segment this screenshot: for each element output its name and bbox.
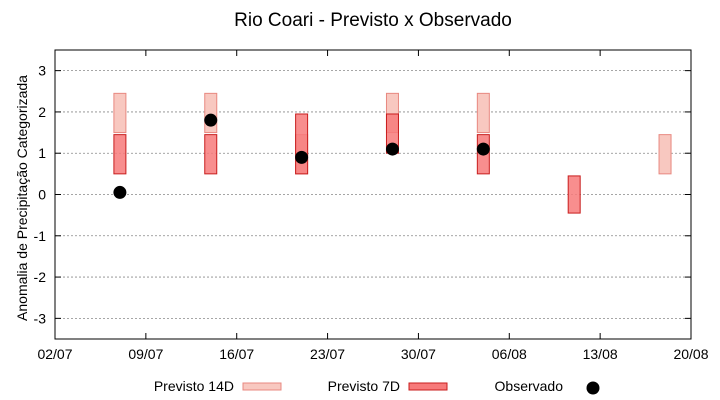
x-tick-label: 06/08 xyxy=(492,346,527,362)
y-axis-label: Anomalia de Precipitação Categorizada xyxy=(14,75,30,321)
forecast-14d-bar xyxy=(658,134,672,175)
legend-marker xyxy=(586,381,600,395)
forecast-7d-bar xyxy=(113,134,127,175)
y-tick-label: -2 xyxy=(34,269,47,285)
forecast-14d-bar xyxy=(476,92,490,134)
forecast-14d-bar xyxy=(113,92,127,134)
observed-point xyxy=(113,185,127,199)
y-tick-label: 2 xyxy=(38,104,46,120)
x-tick-label: 09/07 xyxy=(128,346,163,362)
observed-point xyxy=(476,142,490,156)
legend-swatch xyxy=(242,382,282,391)
forecast-7d-bar xyxy=(204,134,218,175)
observed-point xyxy=(295,150,309,164)
forecast-7d-bar xyxy=(295,113,309,175)
axis-ticks: -3 -2 -1 0 1 2 3 02/07 09/07 16/07 23/07 30/07 06/08… xyxy=(34,50,709,362)
x-tick-label: 20/08 xyxy=(673,346,708,362)
x-tick-label: 30/07 xyxy=(401,346,436,362)
x-tick-label: 16/07 xyxy=(219,346,254,362)
y-tick-label: 1 xyxy=(38,145,46,161)
grid-lines xyxy=(55,70,691,319)
observed-point xyxy=(385,142,399,156)
legend-label: Observado xyxy=(495,378,564,394)
chart-title: Rio Coari - Previsto x Observado xyxy=(234,10,512,31)
x-tick-label: 13/08 xyxy=(583,346,618,362)
x-tick-label: 02/07 xyxy=(37,346,72,362)
observed-point xyxy=(204,113,218,127)
legend: Previsto 14D Previsto 7D Observado xyxy=(154,378,600,395)
x-tick-label: 23/07 xyxy=(310,346,345,362)
forecast-14d-bar xyxy=(204,92,218,134)
forecast-7d-bar xyxy=(567,175,581,214)
y-tick-label: 0 xyxy=(38,187,46,203)
y-tick-label: -3 xyxy=(34,310,47,326)
legend-swatch xyxy=(408,382,448,391)
observed-points xyxy=(113,113,490,199)
y-tick-label: 3 xyxy=(38,63,46,79)
legend-label: Previsto 14D xyxy=(154,378,234,394)
y-tick-label: -1 xyxy=(34,228,47,244)
legend-label: Previsto 7D xyxy=(328,378,400,394)
